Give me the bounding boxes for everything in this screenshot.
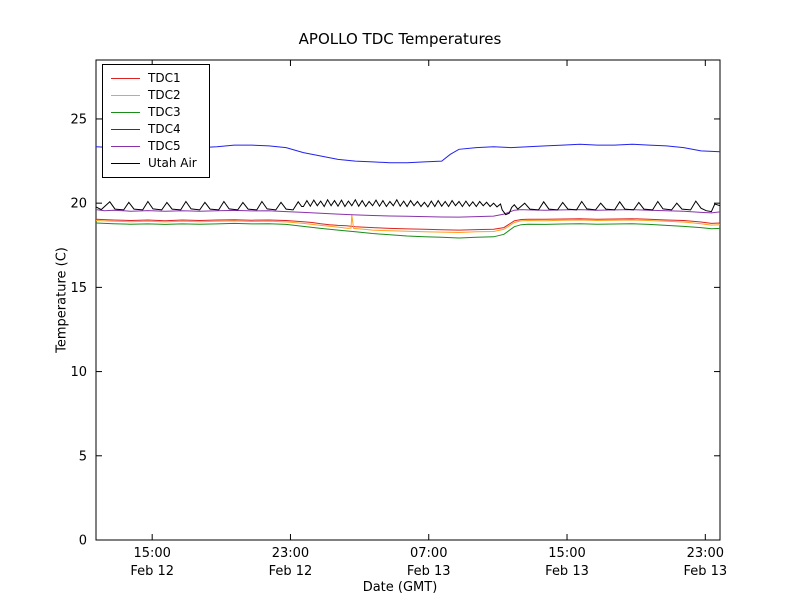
x-tick-label-time: 15:00 xyxy=(548,546,585,561)
x-tick-label-time: 23:00 xyxy=(272,546,309,561)
legend-line-swatch xyxy=(111,112,140,113)
legend-entry-tdc5: TDC5 xyxy=(111,138,197,155)
series-line-tdc1 xyxy=(95,218,721,231)
legend-label: TDC5 xyxy=(148,139,181,153)
legend-label: TDC3 xyxy=(148,105,181,119)
series-line-utah-air xyxy=(95,198,721,216)
y-tick-label: 5 xyxy=(79,449,87,464)
x-tick-label-time: 07:00 xyxy=(410,546,447,561)
legend-line-swatch xyxy=(111,146,140,147)
x-tick-label-date: Feb 12 xyxy=(130,564,174,579)
legend: TDC1 TDC2 TDC3 TDC4 TDC5 Utah Air xyxy=(102,64,210,178)
y-tick-label: 25 xyxy=(70,112,87,127)
series-line-tdc2 xyxy=(95,214,721,234)
legend-line-swatch xyxy=(111,163,140,164)
plot-border xyxy=(95,59,721,541)
legend-line-swatch xyxy=(111,95,140,96)
series-line-tdc5 xyxy=(95,209,721,218)
legend-entry-tdc1: TDC1 xyxy=(111,70,197,87)
legend-entry-tdc2: TDC2 xyxy=(111,87,197,104)
legend-entry-tdc3: TDC3 xyxy=(111,104,197,121)
legend-label: TDC2 xyxy=(148,88,181,102)
x-tick-label-date: Feb 13 xyxy=(683,564,727,579)
x-axis-label: Date (GMT) xyxy=(362,580,438,595)
y-tick-label: 0 xyxy=(79,534,87,549)
y-tick-label: 15 xyxy=(70,281,87,296)
legend-entry-utah-air: Utah Air xyxy=(111,155,197,172)
x-tick-label-date: Feb 13 xyxy=(407,564,451,579)
x-tick-label-time: 23:00 xyxy=(687,546,724,561)
legend-label: TDC1 xyxy=(148,71,181,85)
y-tick-label: 10 xyxy=(70,365,87,380)
legend-line-swatch xyxy=(111,129,140,130)
legend-label: TDC4 xyxy=(148,122,181,136)
chart-title: APOLLO TDC Temperatures xyxy=(298,30,502,48)
series-line-tdc3 xyxy=(95,222,721,239)
x-tick-label-date: Feb 13 xyxy=(545,564,589,579)
legend-line-swatch xyxy=(111,78,140,79)
legend-entry-tdc4: TDC4 xyxy=(111,121,197,138)
x-tick-label-time: 15:00 xyxy=(133,546,170,561)
x-tick-label-date: Feb 12 xyxy=(269,564,313,579)
y-tick-label: 20 xyxy=(70,197,87,212)
legend-label: Utah Air xyxy=(148,156,197,170)
